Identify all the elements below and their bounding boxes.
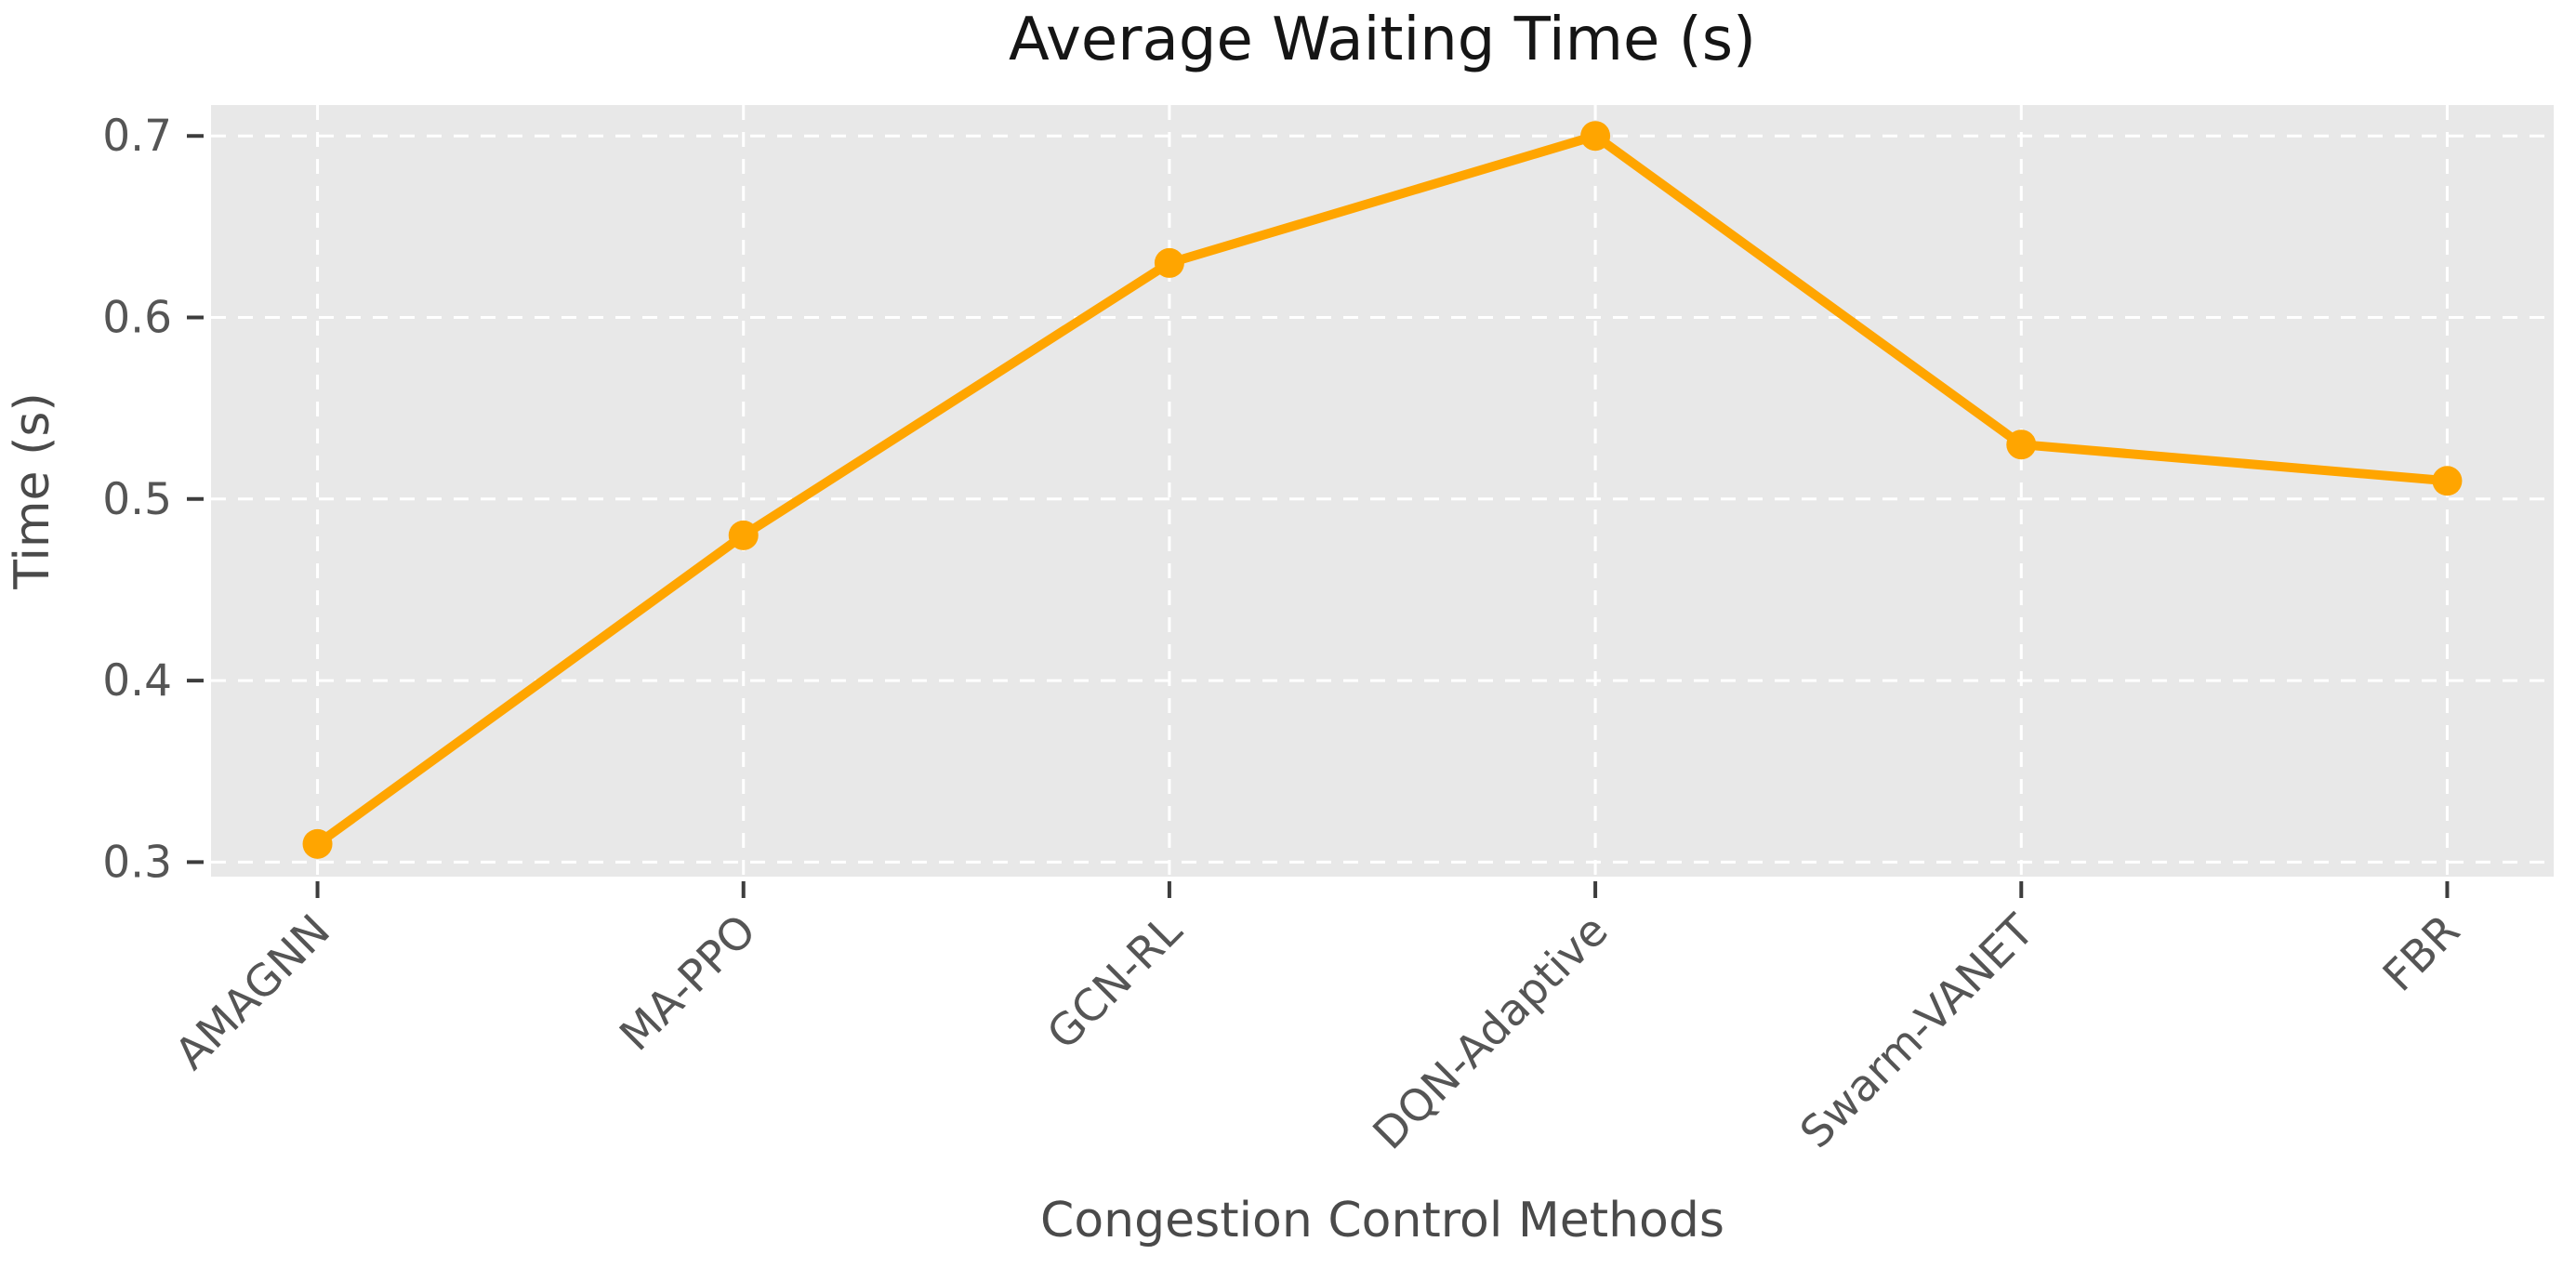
axis-tick-marks <box>187 134 2450 898</box>
gridlines <box>211 105 2554 877</box>
y-tick-label: 0.3 <box>102 837 172 888</box>
x-tick-label: FBR <box>2373 905 2470 1002</box>
data-point-marker <box>1154 247 1184 278</box>
y-tick-label: 0.7 <box>102 111 172 162</box>
x-tick-labels: AMAGNN MA-PPO GCN-RL DQN-Adaptive Swarm-… <box>165 905 2470 1159</box>
x-tick-label: GCN-RL <box>1037 905 1192 1060</box>
y-tick-label: 0.6 <box>102 292 172 343</box>
data-point-marker <box>728 520 759 550</box>
y-tick-label: 0.4 <box>102 655 172 707</box>
chart-title: Average Waiting Time (s) <box>1009 6 1756 74</box>
y-tick-labels: 0.3 0.4 0.5 0.6 0.7 <box>102 111 172 888</box>
y-tick-label: 0.5 <box>102 474 172 525</box>
plot-area <box>211 105 2554 877</box>
x-tick-label: MA-PPO <box>610 905 766 1062</box>
data-point-marker <box>1580 121 1611 152</box>
x-axis-label: Congestion Control Methods <box>1040 1193 1724 1248</box>
x-tick-label: AMAGNN <box>165 905 340 1080</box>
x-tick-label: DQN-Adaptive <box>1364 905 1618 1160</box>
data-point-marker <box>302 828 333 859</box>
line-series-path <box>312 131 2452 849</box>
y-axis-label: Time (s) <box>5 392 60 589</box>
data-series-line <box>302 121 2463 859</box>
x-tick-label: Swarm-VANET <box>1790 905 2044 1158</box>
data-point-marker <box>2006 429 2037 460</box>
data-point-marker <box>2432 466 2463 496</box>
